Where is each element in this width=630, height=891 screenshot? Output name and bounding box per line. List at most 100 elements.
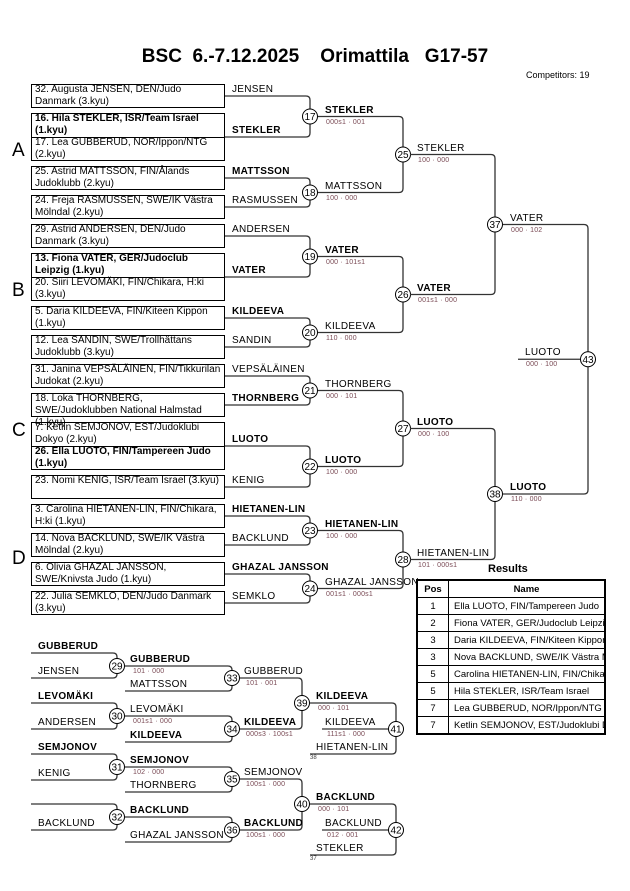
match-number: 32	[111, 813, 123, 824]
results-title: Results	[488, 563, 528, 575]
source-match-note: 38	[310, 755, 317, 761]
match-score: 101 · 000	[133, 668, 165, 675]
winner-label: VATER	[417, 282, 451, 294]
competitor-label: KENIG	[232, 475, 265, 486]
match-number: 31	[111, 763, 123, 774]
draw-entry-bottom: 26. Ella LUOTO, FIN/Tampereen Judo (1.ky…	[35, 446, 211, 469]
match-number-circle: 26	[395, 286, 411, 303]
bronze-winner-label: KILDEEVA	[325, 717, 376, 728]
match-number: 25	[397, 150, 409, 161]
winner-label: BACKLUND	[316, 792, 376, 803]
winner-label: LEVOMÄKI	[130, 704, 184, 715]
draw-box-divider	[32, 137, 224, 138]
result-pos: 3	[416, 648, 449, 666]
winner-label: VATER	[325, 244, 359, 256]
results-row: 5 Carolina HIETANEN-LIN, FIN/Chikara	[416, 665, 606, 683]
match-number: 38	[489, 490, 501, 501]
match-score: 110 · 000	[326, 334, 357, 342]
match-number: 29	[111, 662, 123, 673]
winner-label: KILDEEVA	[316, 691, 369, 702]
draw-box	[31, 393, 225, 417]
competitor-label: GHAZAL JANSSON	[232, 562, 329, 573]
result-name: Daria KILDEEVA, FIN/Kiteen Kippon	[448, 631, 606, 649]
draw-box	[31, 504, 225, 528]
draw-entry-bottom: 24. Freja RASMUSSEN, SWE/IK Västra Mölnd…	[35, 195, 213, 218]
match-number: 19	[304, 252, 316, 263]
draw-box	[31, 84, 225, 108]
match-number: 18	[304, 188, 316, 199]
match-number-circle: 19	[302, 248, 318, 265]
match-score: 102 · 000	[133, 769, 165, 776]
winner-label: SEMJONOV	[244, 767, 303, 778]
competitors-count: Competitors: 19	[526, 70, 590, 80]
competitor-label: SANDIN	[232, 335, 272, 346]
match-number: 24	[304, 584, 316, 595]
draw-entry-bottom: 17. Lea GUBBERUD, NOR/Ippon/NTG (2.kyu)	[35, 137, 208, 160]
match-number-circle: 28	[395, 551, 411, 568]
match-number-circle: 21	[302, 382, 318, 399]
draw-entry-top: 13. Fiona VATER, GER/Judoclub Leipzig (1…	[35, 253, 188, 276]
competitor-label: HIETANEN-LIN	[232, 504, 306, 515]
results-row: 5 Hila STEKLER, ISR/Team Israel	[416, 682, 606, 700]
draw-entry-bottom: 32. Augusta JENSEN, DEN/Judo Danmark (3.…	[35, 84, 182, 107]
winner-label: KILDEEVA	[325, 320, 376, 332]
result-name: Fiona VATER, GER/Judoclub Leipzig	[448, 614, 606, 632]
competitor-label: STEKLER	[232, 125, 281, 136]
draw-entry-top: 16. Hila STEKLER, ISR/Team Israel (1.kyu…	[35, 113, 199, 136]
winner-label: LUOTO	[417, 416, 454, 428]
final-winner-label: LUOTO	[525, 347, 561, 359]
competitor-label: RASMUSSEN	[232, 195, 299, 206]
winner-label: BACKLUND	[130, 805, 190, 816]
match-number-circle: 38	[487, 486, 503, 502]
match-score: 000 · 100	[418, 430, 450, 438]
match-number: 30	[111, 712, 123, 723]
draw-entry-bottom: 25. Astrid MATTSSON, FIN/Ålands Judoklub…	[35, 166, 190, 189]
result-name: Carolina HIETANEN-LIN, FIN/Chikara	[448, 665, 606, 683]
competitor-label: THORNBERG	[130, 780, 197, 791]
draw-box	[31, 195, 225, 219]
match-score: 001s1 · 000s1	[326, 590, 373, 598]
draw-entry-top: 3. Carolina HIETANEN-LIN, FIN/Chikara, H…	[35, 504, 217, 527]
match-score: 110 · 000	[511, 496, 542, 503]
result-name: Ella LUOTO, FIN/Tampereen Judo	[448, 597, 606, 615]
draw-box	[31, 113, 225, 161]
match-number-circle: 20	[302, 324, 318, 341]
draw-box	[31, 306, 225, 330]
winner-label: LUOTO	[510, 482, 547, 493]
page-title: BSC 6.-7.12.2025 Orimattila G17-57	[141, 46, 489, 67]
match-number-circle: 23	[302, 522, 318, 539]
match-number-circle: 33	[224, 670, 240, 686]
winner-label: BACKLUND	[244, 818, 304, 829]
bracket-line	[410, 153, 496, 296]
match-score: 000 · 101	[318, 705, 350, 712]
competitor-label: LUOTO	[232, 434, 269, 445]
bronze-winner-label: BACKLUND	[325, 818, 382, 829]
match-number-circle: 30	[109, 708, 125, 724]
results-table: Pos Name 1 Ella LUOTO, FIN/Tampereen Judo…	[416, 579, 606, 735]
match-number: 26	[397, 290, 409, 301]
competitor-label: GHAZAL JANSSON	[130, 830, 224, 841]
draw-entry-bottom: 20. Siiri LEVOMÄKI, FIN/Chikara, H:ki (3…	[35, 277, 204, 300]
match-score: 100s1 · 000	[246, 832, 286, 839]
competitor-label: STEKLER	[316, 843, 364, 854]
winner-label: HIETANEN-LIN	[325, 518, 399, 530]
match-number: 39	[296, 699, 308, 710]
competitor-label: JENSEN	[38, 666, 80, 677]
competitor-label: THORNBERG	[232, 393, 300, 404]
results-row: 2 Fiona VATER, GER/Judoclub Leipzig	[416, 614, 606, 632]
match-score: 000 · 101	[326, 392, 358, 400]
winner-label: GUBBERUD	[130, 654, 191, 665]
match-score: 000 · 101s1	[326, 258, 366, 266]
match-number: 28	[397, 555, 409, 566]
match-score: 000s1 · 001	[326, 118, 366, 126]
draw-box	[31, 591, 225, 615]
draw-entry-top: 7. Ketlin SEMJONOV, EST/Judoklubi Dokyo …	[35, 422, 200, 445]
result-pos: 5	[416, 682, 449, 700]
result-pos: 1	[416, 597, 449, 615]
match-number: 42	[390, 826, 402, 837]
match-number: 43	[582, 355, 594, 366]
pool-label: A	[12, 140, 25, 161]
winner-label: THORNBERG	[325, 378, 392, 390]
